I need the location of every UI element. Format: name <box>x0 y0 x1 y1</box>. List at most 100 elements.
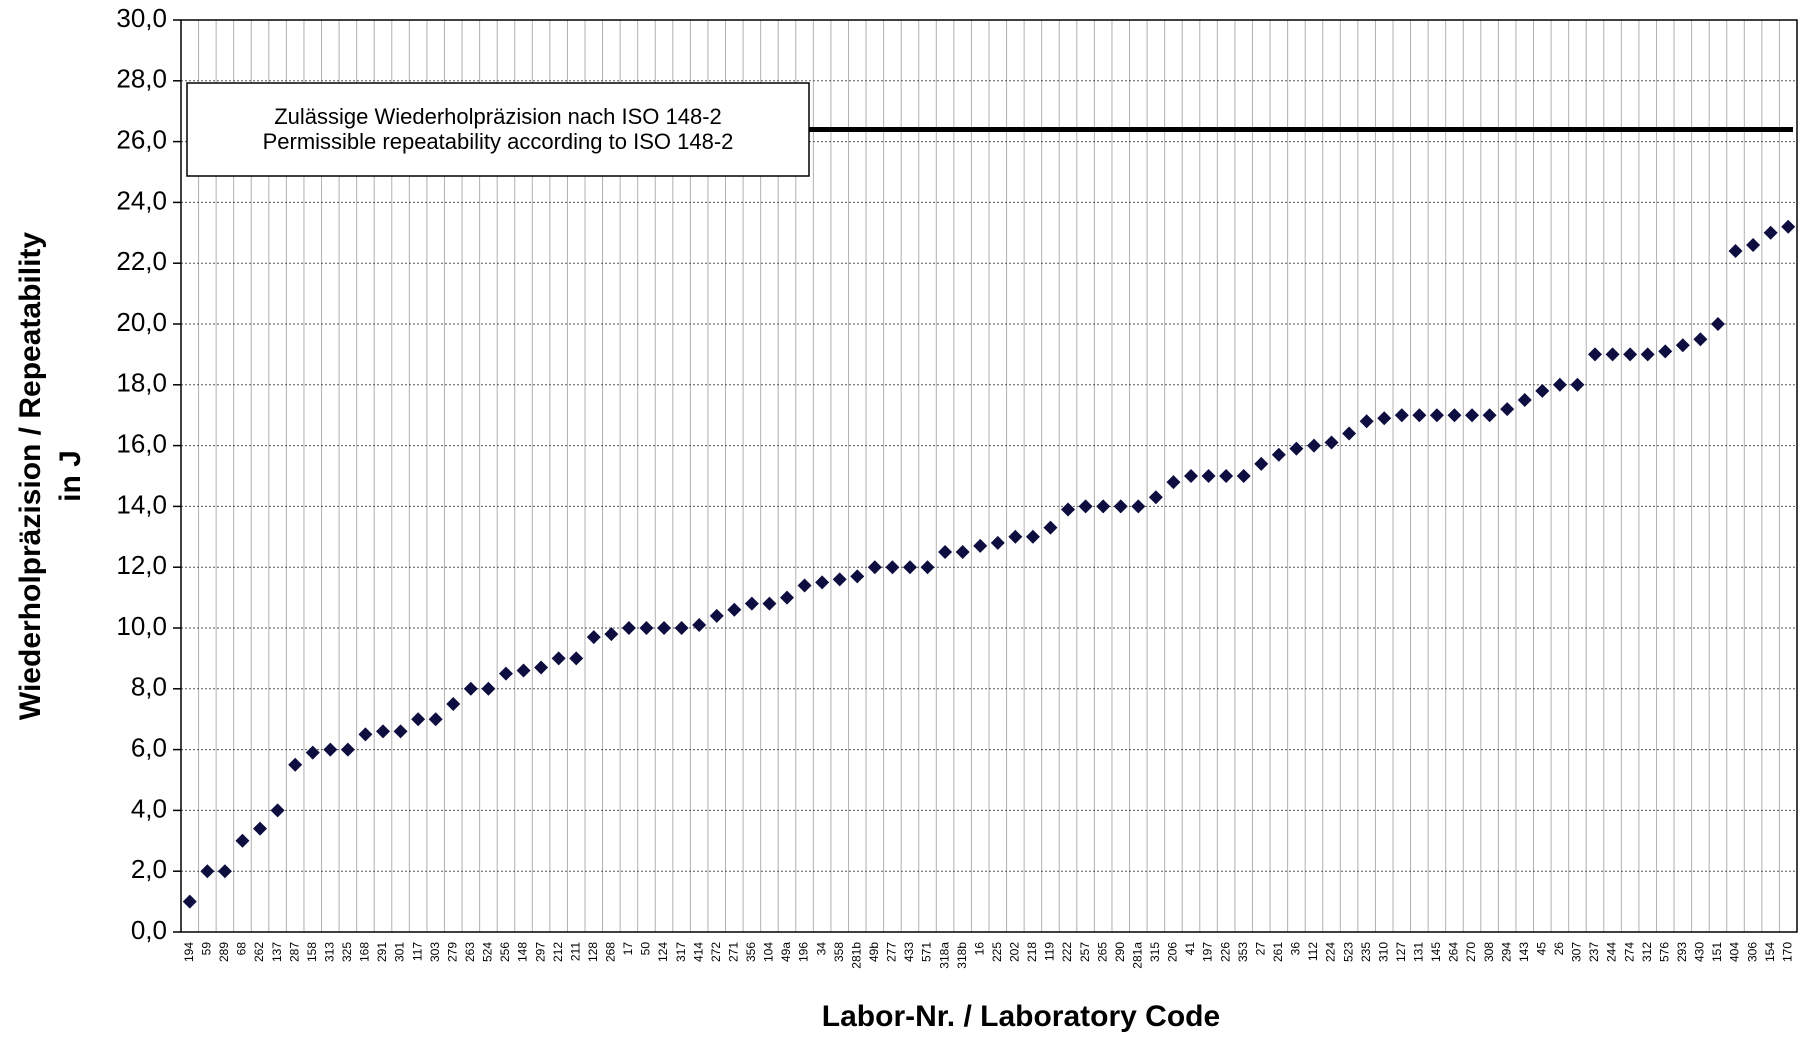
x-tick-label: 279 <box>445 942 459 962</box>
data-point <box>1359 414 1374 429</box>
data-point <box>498 666 513 681</box>
plot-frame <box>180 19 1798 933</box>
data-point <box>1640 347 1655 362</box>
y-tick-label: 4,0 <box>131 793 167 823</box>
data-point <box>1061 502 1076 517</box>
y-tick-label: 26,0 <box>116 124 167 154</box>
x-axis-title: Labor-Nr. / Laboratory Code <box>822 1000 1220 1033</box>
x-tick-label: 170 <box>1780 942 1794 962</box>
data-point <box>1447 408 1462 423</box>
x-tick-label: 158 <box>305 942 319 962</box>
x-tick-label: 306 <box>1745 942 1759 962</box>
data-point <box>1605 347 1620 362</box>
x-tick-label: 576 <box>1657 942 1671 962</box>
x-tick-label: 45 <box>1534 942 1548 956</box>
data-point <box>1500 402 1515 417</box>
data-point <box>1219 469 1234 483</box>
data-point <box>973 538 988 553</box>
y-tick-label: 6,0 <box>131 732 167 762</box>
data-point <box>569 651 584 666</box>
x-tick-label: 268 <box>604 942 618 962</box>
x-tick-label: 17 <box>621 942 635 956</box>
data-point <box>1482 408 1497 423</box>
x-tick-label: 211 <box>568 942 582 961</box>
data-point <box>376 724 390 739</box>
x-tick-label: 356 <box>744 942 758 962</box>
data-point <box>832 572 847 587</box>
y-tick-label: 22,0 <box>116 246 167 276</box>
annotation: Zulässige Wiederholpräzision nach ISO 14… <box>274 104 722 129</box>
data-point <box>1588 347 1602 362</box>
data-point <box>323 742 338 757</box>
x-tick-label: 414 <box>691 942 705 962</box>
data-point <box>955 545 970 559</box>
data-point <box>1552 377 1567 392</box>
x-tick-label: 523 <box>1341 942 1355 962</box>
x-tick-label: 353 <box>1236 942 1250 962</box>
data-point <box>850 569 865 584</box>
x-tick-label: 524 <box>481 942 495 962</box>
data-point <box>340 742 355 757</box>
data-point <box>1781 219 1796 234</box>
x-tick-label: 571 <box>920 942 934 962</box>
data-point <box>1746 237 1761 252</box>
x-tick-label: 117 <box>410 942 424 961</box>
x-tick-label: 119 <box>1043 942 1057 961</box>
y-tick-label: 24,0 <box>116 185 167 215</box>
data-point <box>1728 244 1743 259</box>
data-point <box>1517 393 1532 407</box>
x-tick-label: 264 <box>1447 942 1461 962</box>
x-tick-label: 194 <box>182 942 196 962</box>
data-point <box>815 575 830 590</box>
data-point <box>692 617 707 632</box>
x-tick-label: 277 <box>885 942 899 962</box>
x-tick-label: 433 <box>902 942 916 962</box>
data-point <box>481 681 496 696</box>
x-tick-label: 261 <box>1271 942 1285 962</box>
x-tick-label: 206 <box>1166 942 1180 962</box>
data-point <box>1394 408 1409 423</box>
x-tick-label: 289 <box>217 942 231 962</box>
data-point <box>1254 456 1269 471</box>
data-point <box>1465 408 1480 423</box>
x-tick-label: 212 <box>551 942 565 962</box>
x-tick-label: 281b <box>849 942 863 969</box>
data-point <box>885 560 900 575</box>
data-point <box>1236 469 1251 483</box>
x-tick-label: 41 <box>1183 942 1197 956</box>
data-point <box>990 535 1005 550</box>
x-tick-label: 318a <box>937 942 951 969</box>
data-point <box>182 894 197 909</box>
data-point <box>1658 344 1673 359</box>
x-tick-label: 281a <box>1130 942 1144 969</box>
annotation: Permissible repeatability according to I… <box>263 129 734 154</box>
data-point <box>867 560 882 575</box>
x-tick-label: 291 <box>375 942 389 962</box>
data-point <box>428 712 443 727</box>
x-tick-label: 148 <box>516 942 530 962</box>
data-point <box>305 745 320 760</box>
x-tick-label: 301 <box>393 942 407 962</box>
data-point <box>1166 475 1181 490</box>
x-tick-label: 270 <box>1464 942 1478 962</box>
x-tick-label: 358 <box>832 942 846 962</box>
x-tick-label: 237 <box>1587 942 1601 962</box>
x-tick-label: 143 <box>1517 942 1531 962</box>
x-tick-label: 104 <box>762 942 776 962</box>
x-tick-label: 202 <box>1008 942 1022 962</box>
x-tick-label: 27 <box>1253 942 1267 956</box>
x-tick-label: 128 <box>586 942 600 962</box>
y-tick-label: 12,0 <box>116 550 167 580</box>
x-tick-label: 197 <box>1201 942 1215 962</box>
x-tick-label: 287 <box>287 942 301 962</box>
data-point <box>200 864 215 879</box>
y-axis-title: Wiederholpräzision / Repeatability <box>14 232 47 720</box>
x-tick-label: 137 <box>270 942 284 962</box>
x-tick-label: 225 <box>990 942 1004 962</box>
x-tick-label: 310 <box>1376 942 1390 962</box>
data-point <box>1131 499 1146 514</box>
x-tick-label: 256 <box>498 942 512 962</box>
y-tick-label: 30,0 <box>116 3 167 33</box>
x-tick-label: 318b <box>955 942 969 969</box>
x-tick-label: 293 <box>1675 942 1689 962</box>
